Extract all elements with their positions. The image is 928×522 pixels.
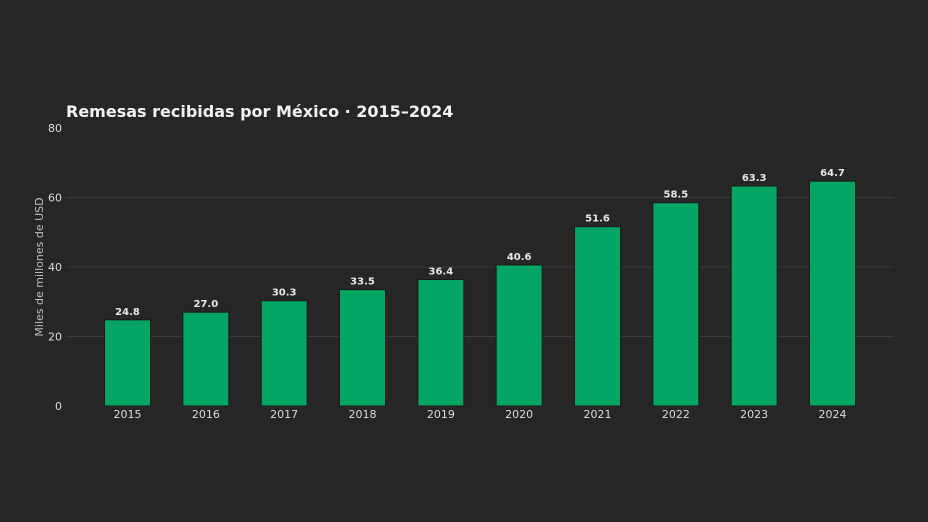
x-tick-label: 2022 [662,408,690,421]
y-tick-label: 80 [48,122,62,135]
data-labels: 24.8 27.0 30.3 33.5 36.4 40.6 51.6 58.5 63.3 64.7 [115,168,845,318]
y-tick-label: 40 [48,261,62,274]
x-tick-label: 2023 [740,408,768,421]
x-tick-label: 2019 [427,408,455,421]
x-tick-label: 2015 [114,408,142,421]
bars [104,180,856,407]
x-tick-label: 2024 [819,408,847,421]
data-label-2017: 30.3 [272,288,297,299]
x-tick-label: 2021 [584,408,612,421]
bar-2024 [809,180,856,407]
data-label-2018: 33.5 [350,277,375,288]
bar-2017 [260,300,308,407]
data-label-2022: 58.5 [663,190,688,201]
x-tick-label: 2016 [192,408,220,421]
x-tick-label: 2017 [270,408,298,421]
data-label-2021: 51.6 [585,214,610,225]
y-axis-ticks: 0 20 40 60 80 [48,122,62,413]
bar-2016 [182,311,230,407]
bar-2018 [339,289,386,407]
data-label-2019: 36.4 [428,267,453,278]
y-tick-label: 20 [48,331,62,344]
data-label-2024: 64.7 [820,168,845,179]
x-axis-ticks: 2015 2016 2017 2018 2019 2020 2021 2022 2023 2024 [114,408,847,421]
bar-2019 [417,279,465,407]
bar-2015 [104,319,151,407]
bar-2021 [574,226,621,407]
bar-2020 [495,264,543,407]
data-label-2023: 63.3 [742,173,767,184]
chart-title: Remesas recibidas por México · 2015–2024 [66,102,453,121]
x-tick-label: 2020 [505,408,533,421]
bar-2022 [652,202,700,407]
bar-2023 [730,185,778,407]
y-tick-label: 60 [48,192,62,205]
data-label-2015: 24.8 [115,307,140,318]
x-tick-label: 2018 [349,408,377,421]
y-tick-label: 0 [55,400,62,413]
data-label-2020: 40.6 [507,252,532,263]
data-label-2016: 27.0 [193,299,218,310]
y-axis-label: Miles de millones de USD [33,197,46,336]
